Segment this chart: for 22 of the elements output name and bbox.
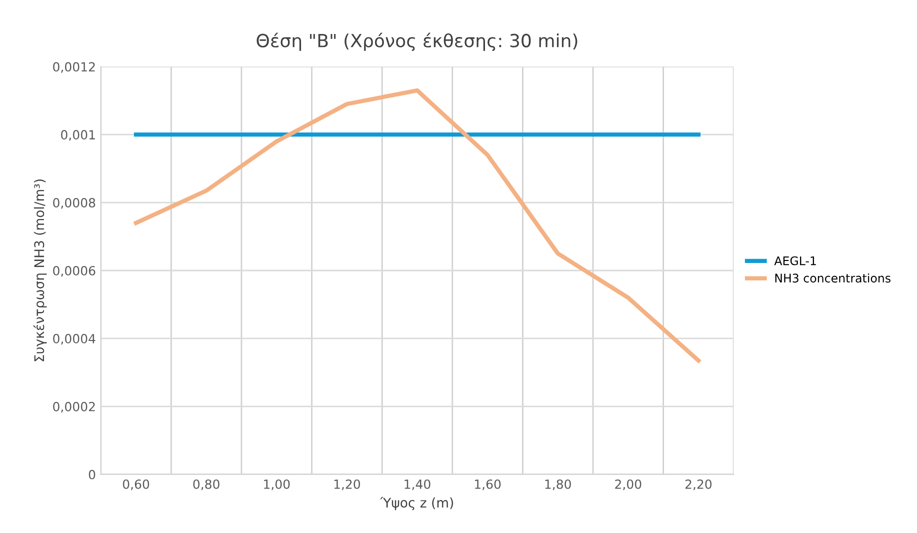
legend-label: NH3 concentrations [775, 273, 890, 283]
y-tick-label: 0,0002 [53, 402, 95, 413]
x-tick-label: 2,00 [615, 479, 642, 490]
chart-title: Θέση "Β" (Χρόνος έκθεσης: 30 min) [256, 32, 578, 51]
x-tick-label: 0,80 [193, 479, 220, 490]
line-series [134, 88, 701, 363]
y-tick-label: 0,0008 [53, 198, 96, 209]
x-tick-label: 1,60 [474, 479, 501, 490]
x-tick-label: 1,40 [404, 479, 430, 490]
x-tick-label: 1,20 [334, 479, 360, 490]
y-tick-label: 0,0004 [53, 334, 96, 345]
x-axis-title: Ύψος z (m) [380, 496, 454, 510]
y-tick-label: 0,001 [61, 130, 95, 141]
x-tick-label: 0,60 [122, 479, 150, 490]
y-tick-label: 0 [88, 470, 96, 480]
legend-label: AEGL-1 [774, 256, 816, 266]
y-axis-title: Συγκέντρωση NH3 (mol/m³) [33, 180, 47, 362]
x-tick-label: 1,80 [545, 479, 571, 490]
x-tick-label: 1,00 [264, 479, 290, 490]
y-tick-label: 0,0006 [53, 266, 96, 277]
x-tick-label: 2,20 [685, 479, 712, 490]
y-tick-label: 0,0012 [53, 62, 95, 73]
